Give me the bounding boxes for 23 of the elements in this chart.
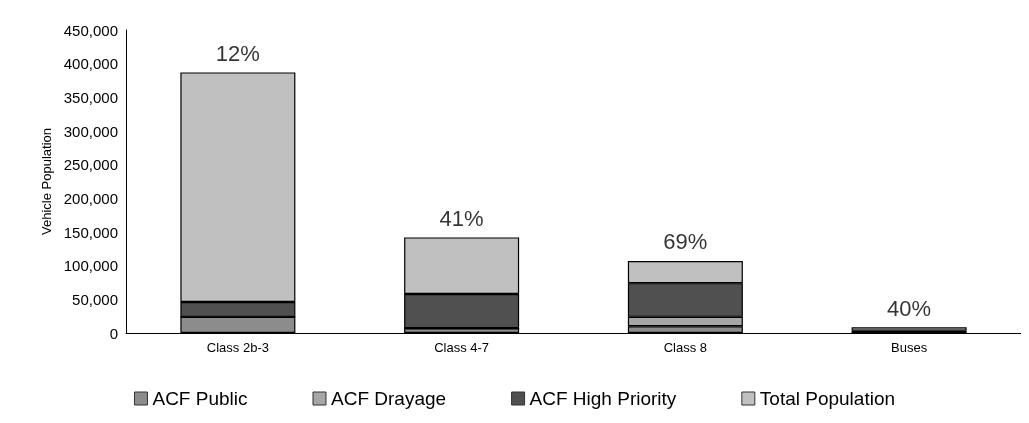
annotation: 12% xyxy=(215,40,260,66)
x-tick-label: Buses xyxy=(891,340,928,355)
y-tick-label: 250,000 xyxy=(63,156,118,174)
y-tick-label: 150,000 xyxy=(63,223,118,241)
x-tick-label: Class 4-7 xyxy=(434,340,490,355)
legend-label: ACF Drayage xyxy=(330,388,447,409)
y-tick-label: 50,000 xyxy=(72,290,118,308)
x-tick-label: Class 2b-3 xyxy=(206,340,269,355)
y-tick-label: 0 xyxy=(109,324,118,342)
y-axis-title: Vehicle Population xyxy=(38,128,54,235)
legend-label: ACF High Priority xyxy=(529,388,677,409)
y-tick-label: 100,000 xyxy=(63,257,118,275)
y-tick-label: 450,000 xyxy=(63,21,118,39)
annotation: 69% xyxy=(663,229,708,255)
x-tick-label: Class 8 xyxy=(663,340,708,355)
annotation: 41% xyxy=(439,205,484,231)
y-tick-label: 350,000 xyxy=(63,88,118,106)
legend-label: ACF Public xyxy=(152,388,248,409)
legend-label: Total Population xyxy=(759,388,896,409)
annotation: 40% xyxy=(887,295,932,321)
y-tick-label: 200,000 xyxy=(63,189,118,207)
y-tick-label: 300,000 xyxy=(63,122,118,140)
y-tick-label: 400,000 xyxy=(63,55,118,73)
